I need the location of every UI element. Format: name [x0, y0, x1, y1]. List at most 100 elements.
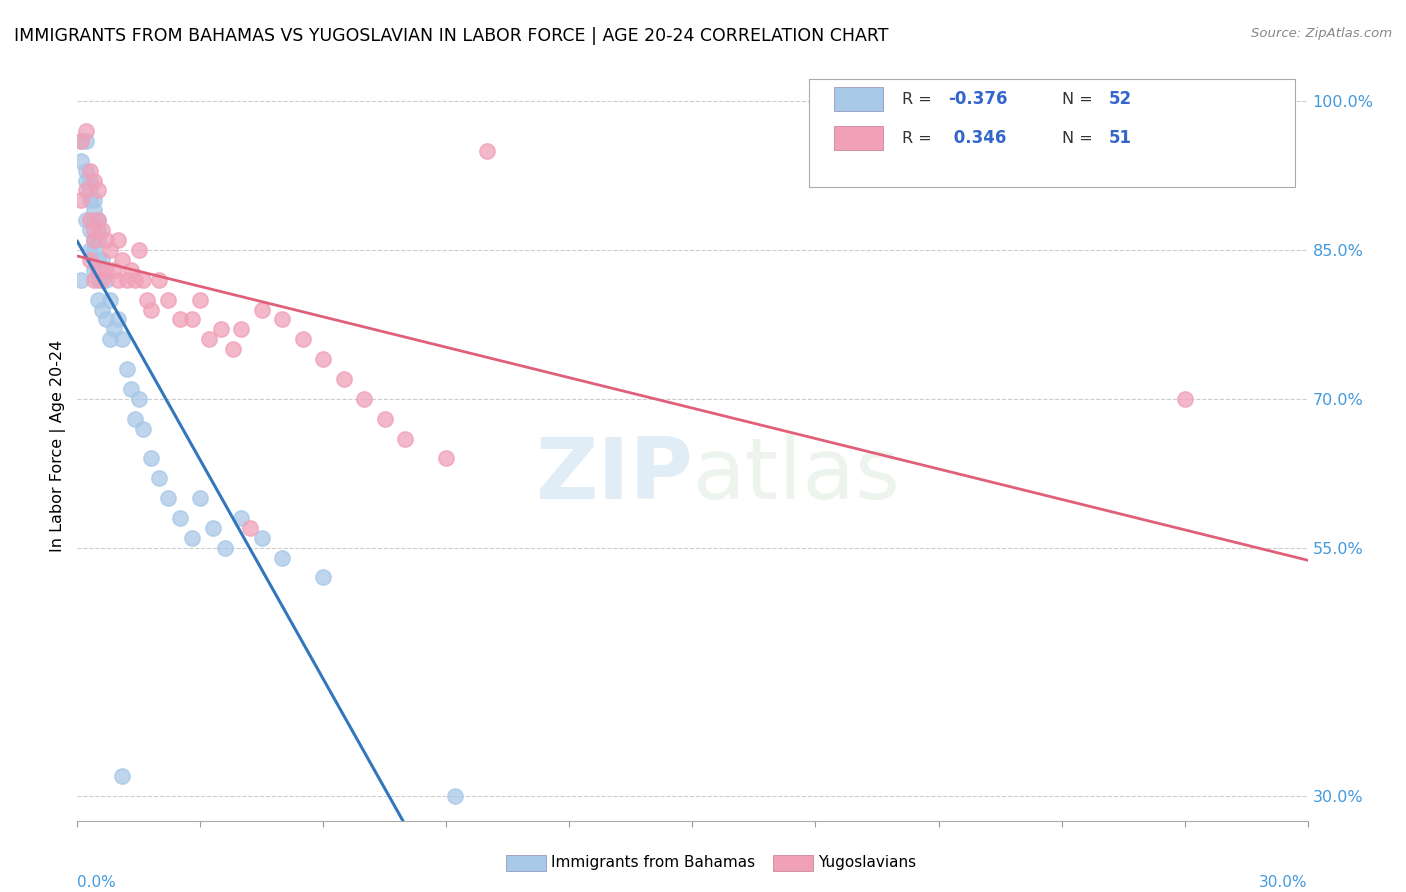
Point: [197, 332, 219, 346]
Text: N =: N =: [1062, 130, 1098, 145]
Text: ZIP: ZIP: [534, 434, 693, 517]
Point: [271, 312, 294, 326]
Point: [333, 372, 356, 386]
Point: [87, 293, 110, 307]
Point: [79, 163, 101, 178]
Point: [75, 213, 97, 227]
Point: [222, 343, 245, 357]
Point: [70, 134, 93, 148]
Text: 0.346: 0.346: [949, 129, 1007, 147]
Point: [148, 273, 170, 287]
Point: [181, 531, 204, 545]
Point: [75, 134, 97, 148]
Point: [120, 382, 142, 396]
Point: [70, 194, 93, 208]
Point: [128, 392, 150, 406]
Point: [111, 252, 134, 267]
Point: [394, 432, 416, 446]
Point: [75, 184, 97, 198]
Text: Yugoslavians: Yugoslavians: [818, 855, 917, 870]
Point: [353, 392, 375, 406]
Text: 0.0%: 0.0%: [77, 875, 117, 890]
Point: [87, 223, 110, 237]
Point: [83, 273, 105, 287]
FancyBboxPatch shape: [834, 126, 883, 150]
Point: [128, 243, 150, 257]
Point: [1174, 392, 1197, 406]
Point: [87, 263, 110, 277]
Point: [107, 312, 129, 326]
Point: [148, 471, 170, 485]
Point: [83, 243, 105, 257]
Point: [83, 203, 105, 218]
Point: [436, 451, 458, 466]
Point: [239, 521, 262, 535]
Point: [90, 223, 114, 237]
Point: [79, 194, 101, 208]
Point: [87, 184, 110, 198]
Point: [90, 252, 114, 267]
Point: [98, 293, 121, 307]
Point: [120, 263, 142, 277]
Point: [156, 293, 179, 307]
Text: Immigrants from Bahamas: Immigrants from Bahamas: [551, 855, 755, 870]
Point: [90, 273, 114, 287]
Point: [124, 273, 146, 287]
Point: [443, 789, 465, 803]
Point: [169, 511, 191, 525]
Point: [312, 570, 335, 584]
Point: [132, 422, 155, 436]
Point: [124, 411, 146, 425]
Point: [87, 252, 110, 267]
Point: [103, 322, 125, 336]
FancyBboxPatch shape: [810, 78, 1295, 187]
Point: [83, 233, 105, 247]
Text: -0.376: -0.376: [949, 90, 1008, 108]
Text: Source: ZipAtlas.com: Source: ZipAtlas.com: [1251, 27, 1392, 40]
FancyBboxPatch shape: [834, 87, 883, 112]
Point: [70, 153, 93, 168]
Text: 30.0%: 30.0%: [1260, 875, 1308, 890]
Text: 52: 52: [1108, 90, 1132, 108]
Point: [98, 243, 121, 257]
Point: [291, 332, 314, 346]
Point: [75, 173, 97, 187]
Point: [111, 769, 134, 783]
Point: [87, 213, 110, 227]
Point: [214, 541, 236, 555]
Y-axis label: In Labor Force | Age 20-24: In Labor Force | Age 20-24: [51, 340, 66, 552]
Point: [87, 233, 110, 247]
Point: [70, 273, 93, 287]
Text: 51: 51: [1108, 129, 1132, 147]
Point: [79, 243, 101, 257]
Text: R =: R =: [901, 92, 936, 106]
Point: [374, 411, 396, 425]
Point: [75, 124, 97, 138]
Point: [188, 293, 212, 307]
Point: [188, 491, 212, 505]
Point: [79, 213, 101, 227]
Point: [79, 184, 101, 198]
Point: [79, 173, 101, 187]
Point: [79, 223, 101, 237]
Point: [98, 332, 121, 346]
Point: [75, 163, 97, 178]
Point: [312, 352, 335, 367]
Point: [107, 233, 129, 247]
Point: [83, 213, 105, 227]
Point: [94, 233, 117, 247]
Point: [169, 312, 191, 326]
Point: [94, 312, 117, 326]
Point: [141, 302, 163, 317]
Point: [87, 213, 110, 227]
Point: [94, 273, 117, 287]
Point: [90, 302, 114, 317]
Point: [70, 134, 93, 148]
Text: IMMIGRANTS FROM BAHAMAS VS YUGOSLAVIAN IN LABOR FORCE | AGE 20-24 CORRELATION CH: IMMIGRANTS FROM BAHAMAS VS YUGOSLAVIAN I…: [14, 27, 889, 45]
Point: [181, 312, 204, 326]
Point: [111, 332, 134, 346]
Point: [250, 302, 273, 317]
Point: [209, 322, 232, 336]
Text: N =: N =: [1062, 92, 1098, 106]
Point: [231, 511, 253, 525]
